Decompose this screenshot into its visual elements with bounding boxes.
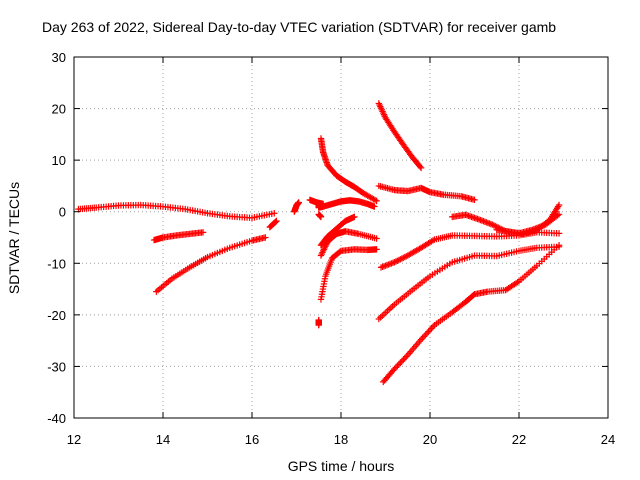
series-arc-19 [375, 243, 563, 323]
data-point [400, 356, 407, 363]
x-tick-label: 18 [334, 432, 348, 447]
data-point [395, 256, 403, 264]
data-point [371, 196, 379, 204]
data-point [401, 253, 408, 261]
data-point [554, 212, 561, 219]
data-point [351, 213, 358, 221]
data-point [391, 259, 398, 266]
y-tick-label: -30 [47, 359, 66, 374]
data-point [400, 254, 407, 261]
series-arc-14 [375, 100, 425, 172]
series-arc-7 [315, 211, 325, 221]
x-tick-labels: 12 14 16 18 20 22 24 [67, 432, 615, 447]
y-axis-label: SDTVAR / TECUs [6, 182, 22, 294]
y-tick-label: 20 [52, 102, 66, 117]
data-point [428, 325, 435, 332]
data-point [394, 362, 401, 370]
data-point [426, 326, 434, 334]
series-arc-8 [317, 135, 380, 205]
data-point [371, 203, 378, 210]
data-point [397, 256, 404, 263]
data-point [425, 328, 432, 335]
data-point [420, 333, 428, 340]
y-tick-label: -20 [47, 308, 66, 323]
x-tick-label: 14 [156, 432, 170, 447]
data-point [419, 334, 426, 342]
data-point [398, 358, 406, 365]
data-point [555, 230, 563, 237]
y-tick-label: 30 [52, 50, 66, 65]
series-arc-13 [315, 316, 322, 329]
data-point [397, 359, 404, 367]
data-series [75, 100, 563, 386]
series-arc-20 [380, 242, 563, 386]
data-point [373, 246, 380, 253]
data-point [295, 199, 302, 206]
x-tick-label: 22 [512, 432, 526, 447]
chart-title: Day 263 of 2022, Sidereal Day-to-day VTE… [42, 19, 556, 35]
data-point [401, 354, 408, 362]
data-point [555, 201, 563, 209]
data-point [492, 222, 499, 230]
y-tick-labels: -40 -30 -20 -10 0 10 20 30 [47, 50, 66, 426]
series-arc-2 [150, 229, 207, 244]
data-point [555, 211, 563, 218]
y-tick-label: -40 [47, 411, 66, 426]
data-point [373, 197, 380, 205]
data-point [392, 258, 400, 265]
data-point [489, 221, 496, 228]
data-point [429, 323, 437, 330]
data-point [514, 279, 521, 286]
y-tick-label: -10 [47, 256, 66, 271]
series-arc-9 [315, 197, 378, 211]
data-point [403, 353, 410, 360]
series-arc-5 [291, 199, 302, 215]
y-tick-label: 10 [52, 153, 66, 168]
data-point [555, 242, 563, 249]
data-point [373, 235, 380, 242]
data-point [429, 237, 437, 244]
data-point [417, 164, 425, 172]
series-arc-1 [75, 201, 278, 222]
data-point [416, 163, 424, 170]
series-arc-15 [375, 182, 478, 204]
x-tick-label: 16 [245, 432, 259, 447]
data-point [394, 257, 401, 264]
series-arc-4 [266, 217, 280, 231]
data-point [272, 218, 279, 225]
series-arc-11 [317, 228, 380, 259]
x-axis-label: GPS time / hours [288, 458, 395, 474]
data-point [423, 329, 431, 337]
x-tick-label: 20 [423, 432, 437, 447]
data-point [315, 321, 322, 329]
series-arc-3 [153, 234, 269, 295]
x-tick-label: 12 [67, 432, 81, 447]
data-point [271, 219, 279, 226]
y-tick-label: 0 [59, 205, 66, 220]
data-point [273, 217, 280, 225]
data-point [471, 196, 478, 204]
axis-ticks [73, 56, 609, 419]
series-arc-18 [493, 201, 563, 238]
data-point [398, 255, 406, 262]
series-arc-12 [317, 246, 380, 303]
data-point [422, 331, 429, 338]
data-point [199, 229, 207, 236]
data-point [317, 213, 325, 221]
data-point [395, 361, 403, 368]
data-point [271, 210, 278, 217]
data-point [490, 222, 497, 229]
x-tick-label: 24 [601, 432, 615, 447]
data-point [262, 234, 269, 241]
